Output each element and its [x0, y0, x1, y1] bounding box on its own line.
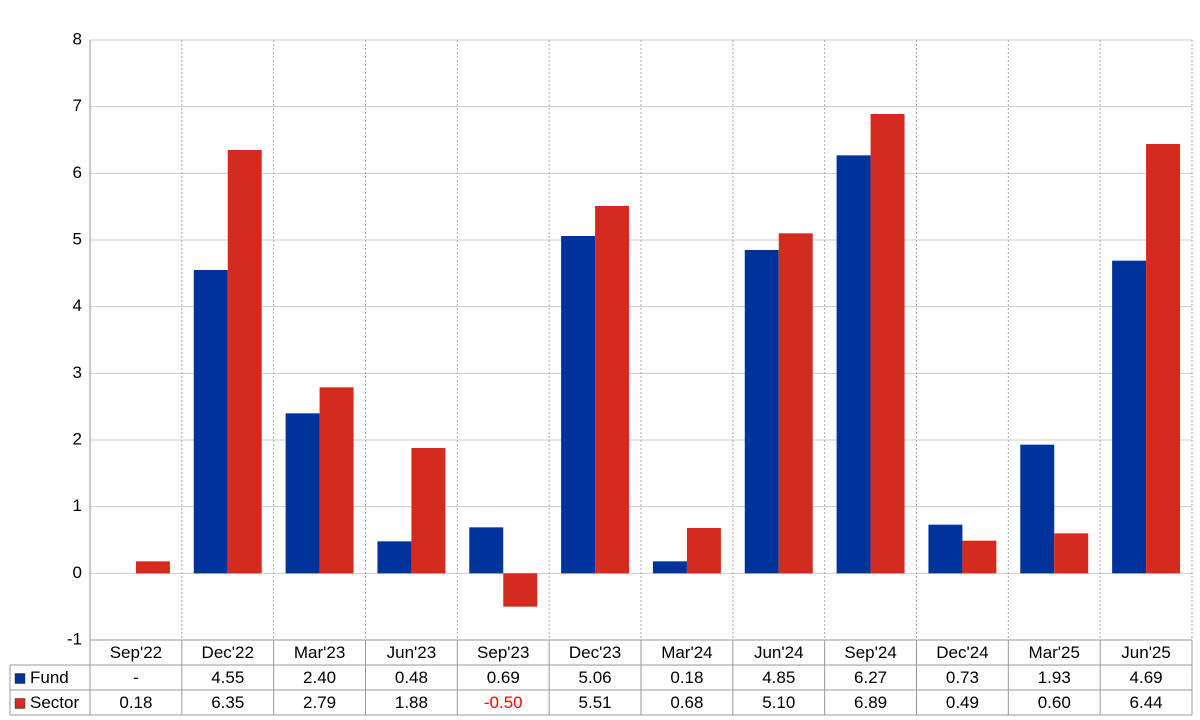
table-value: 4.85	[762, 668, 795, 687]
table-value: 2.40	[303, 668, 336, 687]
table-value: 5.10	[762, 693, 795, 712]
table-value: 6.89	[854, 693, 887, 712]
y-tick-label: 3	[73, 363, 82, 382]
bar	[595, 206, 630, 574]
y-tick-label: -1	[67, 629, 82, 648]
bar	[962, 540, 997, 574]
bar	[1054, 533, 1089, 574]
x-tick-label: Jun'23	[387, 643, 437, 662]
bar	[744, 250, 779, 574]
y-tick-label: 1	[73, 496, 82, 515]
bar	[135, 561, 170, 574]
table-value: 0.60	[1038, 693, 1071, 712]
bar	[319, 387, 354, 574]
bar	[1112, 260, 1147, 574]
y-tick-label: 2	[73, 429, 82, 448]
bar	[503, 573, 538, 607]
y-tick-label: 7	[73, 96, 82, 115]
table-value: 6.35	[211, 693, 244, 712]
bar	[227, 150, 262, 574]
x-tick-label: Mar'24	[661, 643, 712, 662]
bar	[928, 524, 963, 574]
bar	[1146, 144, 1181, 574]
x-tick-label: Sep'22	[110, 643, 162, 662]
bar	[686, 528, 721, 574]
table-value: 2.79	[303, 693, 336, 712]
table-value: 6.27	[854, 668, 887, 687]
bar	[285, 413, 320, 574]
table-value: 4.55	[211, 668, 244, 687]
legend-swatch	[14, 698, 26, 709]
x-tick-label: Dec'23	[569, 643, 621, 662]
bar	[870, 114, 905, 574]
table-value: -0.50	[484, 693, 523, 712]
table-value: 1.93	[1038, 668, 1071, 687]
bar	[778, 233, 813, 574]
table-value: 1.88	[395, 693, 428, 712]
legend-label: Fund	[30, 668, 69, 687]
legend-label: Sector	[30, 693, 79, 712]
x-tick-label: Sep'23	[477, 643, 529, 662]
bar	[469, 527, 504, 574]
y-tick-label: 8	[73, 29, 82, 48]
bar	[377, 541, 412, 574]
table-value: 4.69	[1130, 668, 1163, 687]
bar	[836, 155, 871, 574]
bar	[193, 270, 228, 574]
table-value: -	[133, 668, 139, 687]
x-tick-label: Sep'24	[844, 643, 896, 662]
legend-swatch	[14, 673, 26, 684]
bar	[411, 448, 446, 574]
bar	[561, 236, 596, 574]
x-tick-label: Mar'23	[294, 643, 345, 662]
y-tick-label: 4	[73, 296, 82, 315]
x-tick-label: Dec'22	[202, 643, 254, 662]
x-tick-label: Dec'24	[936, 643, 988, 662]
bar	[652, 561, 687, 574]
x-tick-label: Jun'25	[1121, 643, 1171, 662]
table-value: 6.44	[1130, 693, 1163, 712]
y-tick-label: 6	[73, 163, 82, 182]
x-tick-label: Mar'25	[1029, 643, 1080, 662]
y-tick-label: 0	[73, 563, 82, 582]
table-value: 0.49	[946, 693, 979, 712]
table-value: 5.06	[579, 668, 612, 687]
table-value: 0.73	[946, 668, 979, 687]
table-value: 0.68	[670, 693, 703, 712]
table-value: 0.48	[395, 668, 428, 687]
table-value: 0.69	[487, 668, 520, 687]
bar	[1020, 444, 1055, 574]
table-value: 5.51	[579, 693, 612, 712]
table-value: 0.18	[670, 668, 703, 687]
y-tick-label: 5	[73, 229, 82, 248]
table-value: 0.18	[119, 693, 152, 712]
x-tick-label: Jun'24	[754, 643, 804, 662]
